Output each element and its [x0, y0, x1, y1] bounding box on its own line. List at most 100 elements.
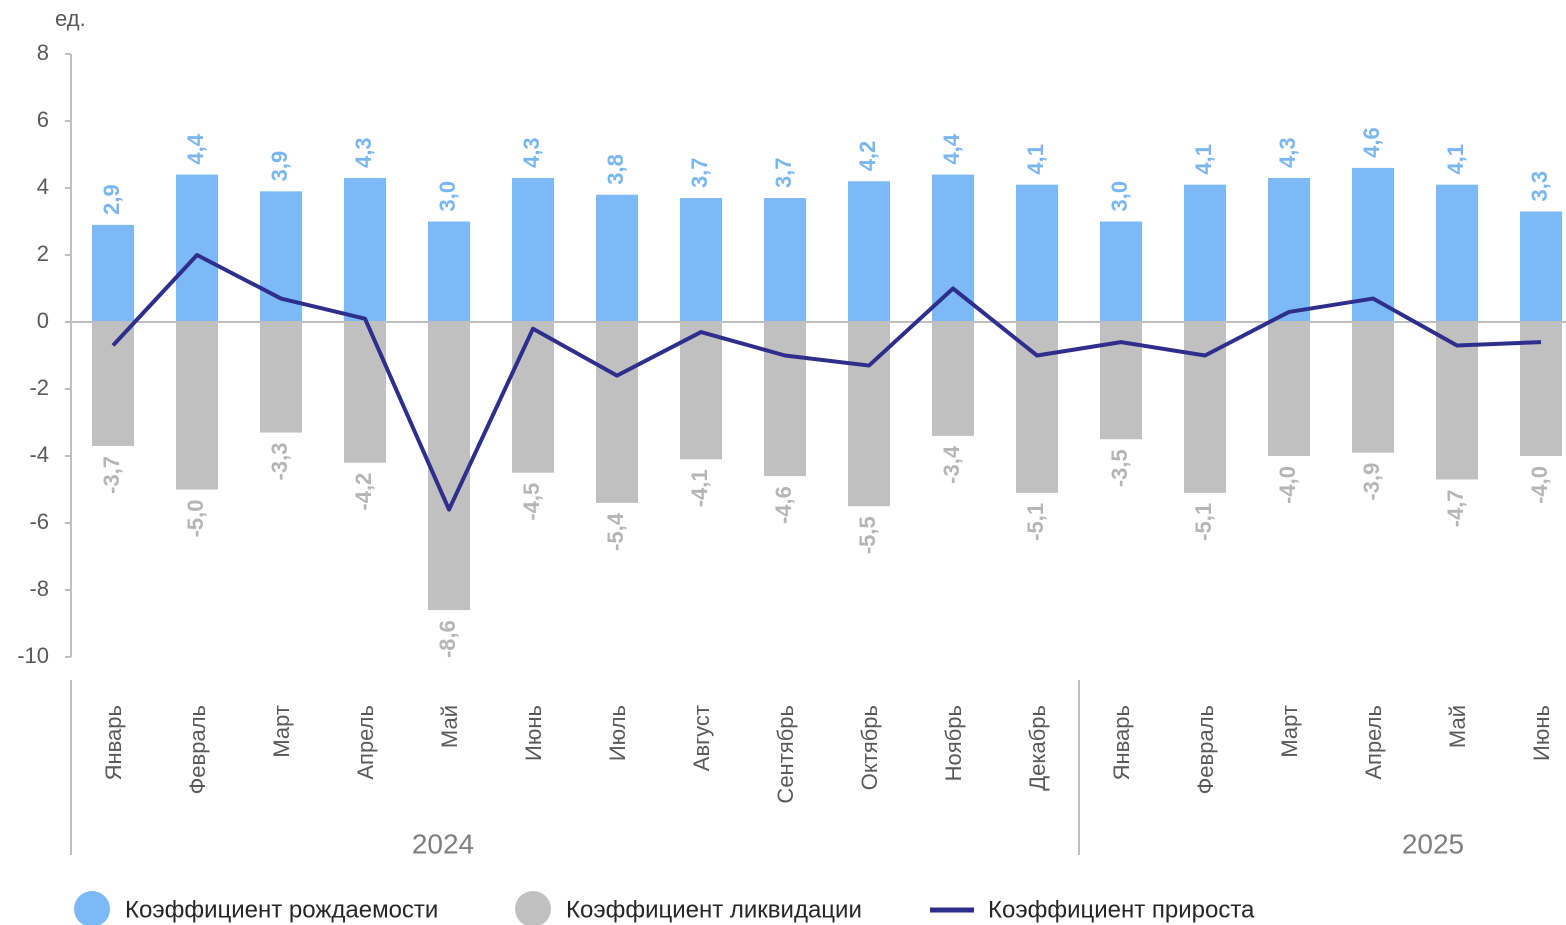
- bar: [1016, 184, 1058, 322]
- y-tick-label: 2: [37, 241, 49, 266]
- x-tick-label: Апрель: [1361, 705, 1386, 780]
- year-label: 2025: [1402, 828, 1464, 859]
- x-tick-label: Июнь: [1529, 705, 1554, 761]
- value-label: -5,4: [603, 512, 628, 551]
- y-tick-label: 8: [37, 40, 49, 65]
- bar: [344, 177, 386, 322]
- x-tick-label: Август: [689, 705, 714, 771]
- bar: [176, 174, 218, 322]
- bar: [92, 224, 134, 322]
- value-label: 4,3: [351, 137, 376, 168]
- x-tick-label: Май: [1445, 705, 1470, 748]
- y-tick-label: 0: [37, 308, 49, 333]
- y-tick-label: -8: [29, 576, 49, 601]
- bar: [1436, 322, 1478, 480]
- bar: [1100, 221, 1142, 322]
- value-label: 4,1: [1023, 144, 1048, 175]
- x-tick-label: Март: [269, 705, 294, 758]
- value-label: -3,3: [267, 443, 292, 481]
- value-label: -5,5: [855, 516, 880, 554]
- value-label: 3,9: [267, 151, 292, 182]
- bar: [1268, 322, 1310, 456]
- bar: [260, 322, 302, 433]
- value-label: -5,0: [183, 500, 208, 538]
- legend-label: Коэффициент рождаемости: [125, 896, 438, 923]
- x-tick-label: Апрель: [353, 705, 378, 780]
- value-label: 4,3: [1275, 137, 1300, 168]
- bar: [1352, 167, 1394, 322]
- value-label: 4,4: [183, 133, 208, 164]
- line-series: [111, 253, 1542, 512]
- x-tick-label: Январь: [1109, 705, 1134, 780]
- value-label: 3,7: [771, 157, 796, 188]
- value-label: -3,5: [1107, 449, 1132, 487]
- value-label: -4,1: [687, 469, 712, 507]
- bar: [344, 322, 386, 463]
- value-label: 4,4: [939, 133, 964, 164]
- x-tick-label: Декабрь: [1025, 705, 1050, 791]
- y-tick-label: -2: [29, 375, 49, 400]
- bar: [92, 322, 134, 446]
- value-label: 4,1: [1443, 144, 1468, 175]
- legend-swatch: [515, 891, 551, 925]
- bar: [1184, 184, 1226, 322]
- value-label: 3,0: [1107, 181, 1132, 212]
- bar: [1520, 211, 1562, 322]
- bar: [428, 221, 470, 322]
- x-tick-label: Июнь: [521, 705, 546, 761]
- value-label: -5,1: [1023, 503, 1048, 541]
- x-tick-label: Июль: [605, 705, 630, 761]
- bar: [848, 181, 890, 322]
- bar: [1016, 322, 1058, 493]
- bar: [1352, 322, 1394, 453]
- value-label: -4,0: [1527, 466, 1552, 504]
- bar: [680, 198, 722, 322]
- x-tick-label: Февраль: [1193, 705, 1218, 794]
- bar: [596, 194, 638, 322]
- value-label: 3,8: [603, 154, 628, 185]
- bar: [764, 198, 806, 322]
- value-label: -4,5: [519, 483, 544, 521]
- y-tick-label: 6: [37, 107, 49, 132]
- x-tick-label: Январь: [101, 705, 126, 780]
- value-label: -5,1: [1191, 503, 1216, 541]
- value-label: -4,2: [351, 473, 376, 511]
- legend-label: Коэффициент прироста: [988, 896, 1255, 923]
- bar: [932, 322, 974, 436]
- value-label: 3,0: [435, 181, 460, 212]
- x-tick-label: Сентябрь: [773, 705, 798, 804]
- x-tick-label: Октябрь: [857, 705, 882, 790]
- legend-label: Коэффициент ликвидации: [566, 896, 862, 923]
- bar: [1436, 184, 1478, 322]
- value-label: -3,4: [939, 445, 964, 484]
- value-label: -4,6: [771, 486, 796, 524]
- x-tick-label: Ноябрь: [941, 705, 966, 781]
- value-label: -3,7: [99, 456, 124, 494]
- y-tick-label: -4: [29, 442, 49, 467]
- value-label: -8,6: [435, 620, 460, 658]
- value-label: 4,6: [1359, 127, 1384, 158]
- value-label: -4,7: [1443, 489, 1468, 527]
- x-tick-label: Май: [437, 705, 462, 748]
- value-label: 3,3: [1527, 171, 1552, 202]
- year-label: 2024: [412, 828, 474, 859]
- x-tick-label: Март: [1277, 705, 1302, 758]
- value-label: 2,9: [99, 184, 124, 215]
- bar: [512, 177, 554, 322]
- value-label: -4,0: [1275, 466, 1300, 504]
- value-label: 4,2: [855, 141, 880, 172]
- x-tick-label: Февраль: [185, 705, 210, 794]
- bar: [1100, 322, 1142, 440]
- bar: [428, 322, 470, 611]
- value-label: 3,7: [687, 157, 712, 188]
- y-tick-label: 4: [37, 174, 49, 199]
- bar: [512, 322, 554, 473]
- y-axis-label: ед.: [55, 6, 86, 31]
- y-tick-label: -10: [17, 643, 49, 668]
- y-tick-label: -6: [29, 509, 49, 534]
- bar: [764, 322, 806, 477]
- bar: [596, 322, 638, 503]
- value-label: 4,3: [519, 137, 544, 168]
- bar: [680, 322, 722, 460]
